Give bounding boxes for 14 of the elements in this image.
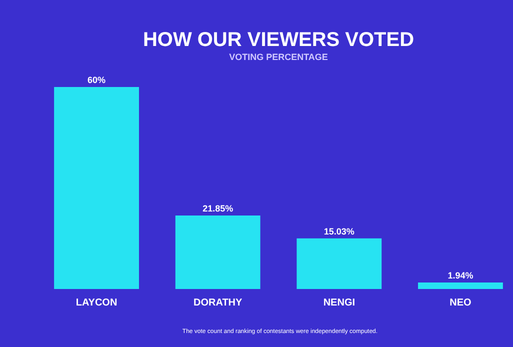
- bar: [296, 238, 382, 289]
- data-label: 60%: [88, 75, 106, 85]
- x-tick-label: DORATHY: [193, 298, 243, 308]
- data-label: 1.94%: [448, 270, 474, 280]
- bar: [418, 282, 503, 289]
- x-tick-label: NEO: [450, 298, 472, 308]
- x-tick-label: LAYCON: [76, 298, 118, 308]
- data-label: 15.03%: [324, 226, 354, 236]
- data-label: 21.85%: [202, 203, 234, 214]
- bar: [175, 215, 260, 289]
- x-tick-label: NENGI: [323, 298, 356, 308]
- chart-subtitle: VOTING PERCENTAGE: [229, 52, 328, 62]
- chart-title: HOW OUR VIEWERS VOTED: [142, 29, 414, 51]
- bar: [54, 87, 139, 289]
